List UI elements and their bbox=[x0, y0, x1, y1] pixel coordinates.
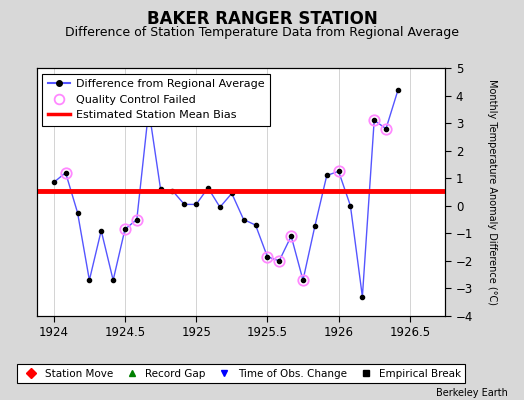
Text: Berkeley Earth: Berkeley Earth bbox=[436, 388, 508, 398]
Text: Difference of Station Temperature Data from Regional Average: Difference of Station Temperature Data f… bbox=[65, 26, 459, 39]
Legend: Difference from Regional Average, Quality Control Failed, Estimated Station Mean: Difference from Regional Average, Qualit… bbox=[42, 74, 270, 126]
Text: BAKER RANGER STATION: BAKER RANGER STATION bbox=[147, 10, 377, 28]
Legend: Station Move, Record Gap, Time of Obs. Change, Empirical Break: Station Move, Record Gap, Time of Obs. C… bbox=[17, 364, 465, 383]
Y-axis label: Monthly Temperature Anomaly Difference (°C): Monthly Temperature Anomaly Difference (… bbox=[487, 79, 497, 305]
